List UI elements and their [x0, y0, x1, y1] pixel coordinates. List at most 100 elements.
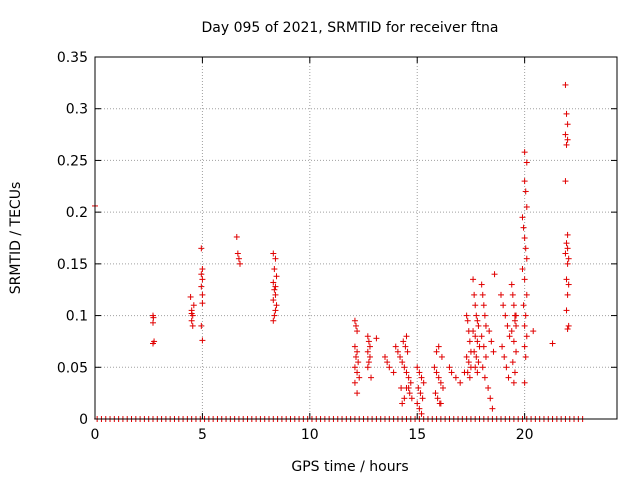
data-point [198, 271, 205, 278]
data-point [272, 255, 279, 262]
chart-title: Day 095 of 2021, SRMTID for receiver ftn… [201, 20, 498, 36]
x-tick-label: 15 [408, 427, 426, 443]
data-point [521, 379, 528, 386]
y-tick-label: 0.1 [66, 309, 88, 325]
data-point [563, 240, 570, 247]
data-point [463, 353, 470, 360]
data-point [488, 338, 495, 345]
data-point [522, 353, 529, 360]
data-point [564, 291, 571, 298]
data-point [475, 322, 482, 329]
data-point [466, 374, 473, 381]
data-point [509, 359, 516, 366]
y-tick-label: 0.2 [66, 205, 88, 221]
data-point [198, 245, 205, 252]
y-tick-label: 0.05 [57, 360, 88, 376]
data-point [403, 384, 410, 391]
data-point [509, 291, 516, 298]
data-point [549, 340, 556, 347]
y-axis-label: SRMTID / TECUs [8, 182, 24, 295]
data-point [506, 333, 513, 340]
data-point [354, 328, 361, 335]
data-point [355, 359, 362, 366]
y-tick-label: 0.15 [57, 257, 88, 273]
data-point [520, 224, 527, 231]
data-point [505, 374, 512, 381]
data-point [435, 343, 442, 350]
data-point [472, 302, 479, 309]
data-point [351, 379, 358, 386]
data-point [562, 81, 569, 88]
data-point [364, 364, 371, 371]
data-point [353, 322, 359, 329]
data-point [562, 131, 569, 138]
data-point [419, 395, 426, 402]
data-point [470, 328, 477, 335]
data-point [523, 333, 530, 340]
data-point [434, 395, 441, 402]
data-point [273, 302, 280, 309]
data-point [521, 343, 528, 350]
data-point [406, 390, 413, 397]
x-tick-label: 0 [91, 427, 100, 443]
data-point [503, 364, 510, 371]
data-point [521, 235, 528, 241]
data-point [498, 291, 504, 298]
data-point [199, 266, 206, 273]
data-point [366, 343, 373, 350]
data-point [414, 400, 421, 407]
data-point [270, 250, 277, 257]
data-point [198, 322, 205, 329]
data-point [521, 322, 528, 329]
data-point [510, 338, 517, 345]
data-point [511, 317, 518, 324]
data-point [481, 312, 488, 319]
data-point [408, 395, 415, 402]
data-point [478, 281, 485, 288]
data-point [199, 300, 206, 307]
data-point [564, 326, 571, 333]
data-point [405, 374, 412, 381]
data-point [474, 369, 481, 376]
data-point [508, 281, 515, 288]
data-point [407, 379, 414, 386]
data-point [473, 312, 480, 319]
data-point [401, 395, 408, 402]
data-point [150, 314, 157, 321]
data-point [471, 291, 478, 298]
data-point [504, 322, 511, 329]
data-point [394, 348, 401, 355]
data-point [382, 353, 388, 360]
data-point [433, 369, 440, 376]
data-point [479, 364, 486, 371]
data-point [490, 348, 497, 355]
data-point [431, 364, 438, 371]
data-point [399, 359, 406, 366]
data-point [233, 233, 240, 240]
y-tick-label: 0.3 [66, 102, 88, 118]
data-point [523, 291, 530, 298]
data-point [364, 348, 371, 355]
data-point [522, 245, 529, 252]
data-point [478, 333, 485, 340]
data-point [400, 338, 407, 345]
data-point [472, 333, 479, 340]
data-point [501, 353, 508, 360]
data-point [437, 400, 444, 407]
data-point [403, 369, 410, 376]
data-point [272, 307, 279, 314]
data-point [356, 374, 363, 381]
data-point [521, 276, 528, 283]
y-tick-label: 0.25 [57, 153, 88, 169]
data-point [479, 291, 486, 298]
data-point [438, 353, 445, 360]
data-point [399, 400, 406, 407]
data-point [416, 405, 423, 412]
data-point [523, 255, 530, 262]
data-point [510, 379, 517, 386]
data-point [354, 369, 361, 376]
data-point [523, 159, 530, 166]
data-point [398, 384, 405, 391]
data-point [565, 281, 572, 288]
data-point [513, 312, 520, 319]
